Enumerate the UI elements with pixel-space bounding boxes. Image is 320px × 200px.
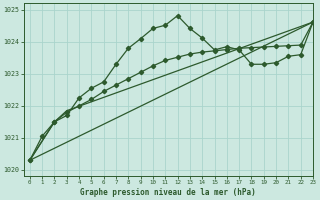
X-axis label: Graphe pression niveau de la mer (hPa): Graphe pression niveau de la mer (hPa) <box>80 188 256 197</box>
